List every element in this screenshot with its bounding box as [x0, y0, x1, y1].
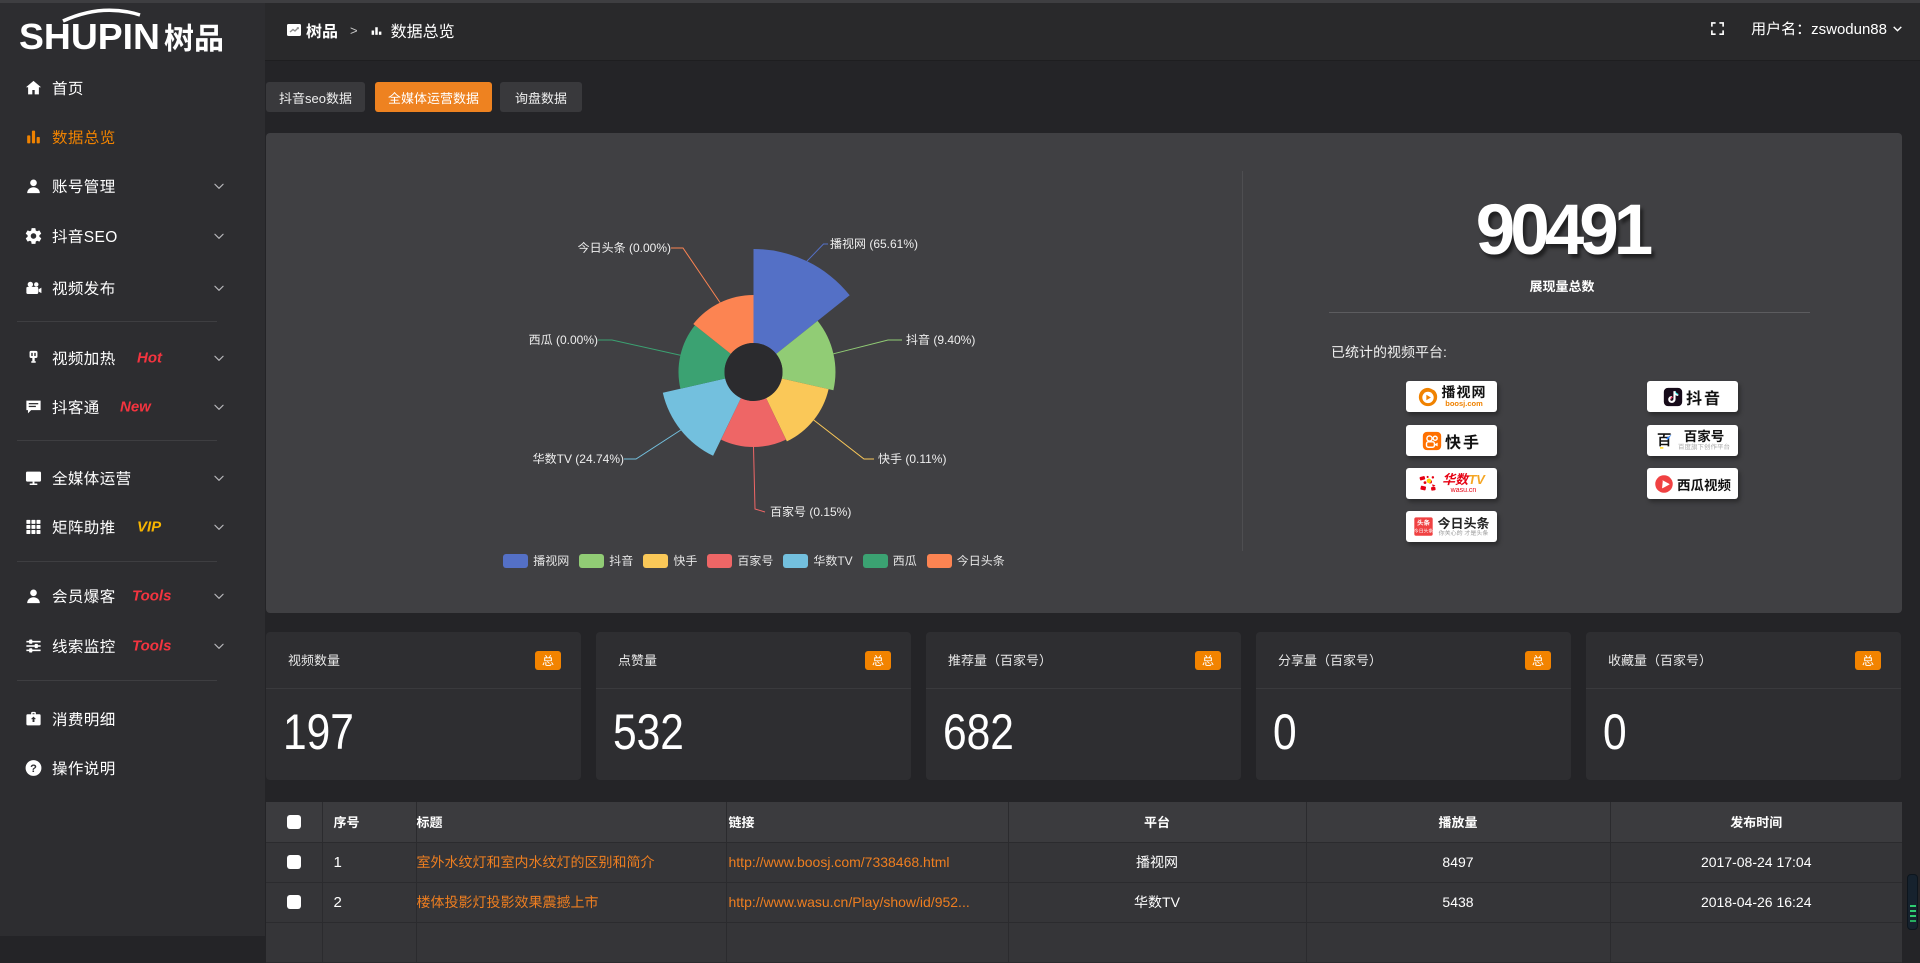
- svg-text:头条: 头条: [1417, 519, 1431, 527]
- svg-text:抖音 (9.40%): 抖音 (9.40%): [906, 333, 975, 347]
- svg-text:?: ?: [30, 763, 37, 775]
- svg-text:播视网 (65.61%): 播视网 (65.61%): [830, 237, 918, 251]
- svg-text:百家号 (0.15%): 百家号 (0.15%): [770, 505, 851, 519]
- svg-text:SHUPIN: SHUPIN: [19, 16, 160, 57]
- svg-text:今日头条 (0.00%): 今日头条 (0.00%): [578, 241, 671, 255]
- svg-text:百: 百: [1657, 433, 1671, 449]
- svg-text:西瓜 (0.00%): 西瓜 (0.00%): [529, 333, 598, 347]
- svg-text:树品: 树品: [164, 23, 224, 56]
- svg-text:快手 (0.11%): 快手 (0.11%): [878, 452, 946, 466]
- svg-text:今日头条: 今日头条: [1414, 528, 1433, 535]
- svg-text:华数TV (24.74%): 华数TV (24.74%): [533, 452, 624, 466]
